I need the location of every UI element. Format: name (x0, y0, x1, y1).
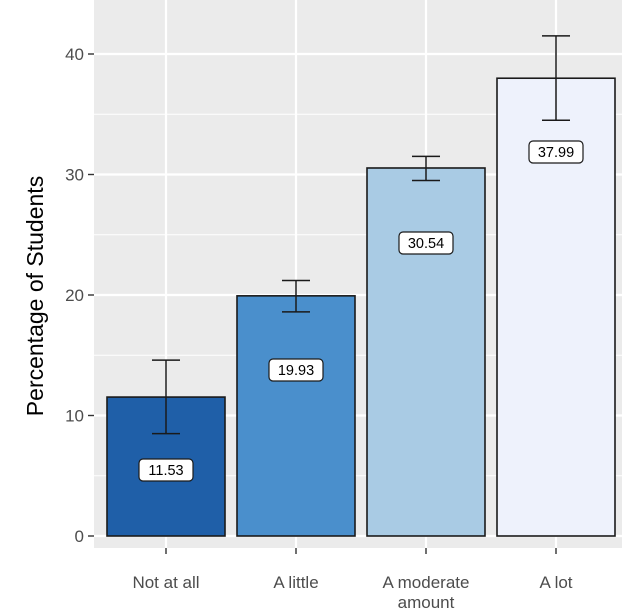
data-label-text-1: 19.93 (278, 363, 314, 379)
bar-1 (236, 295, 356, 537)
data-label-1: 19.93 (268, 358, 324, 382)
error-bar-3 (542, 35, 570, 122)
error-bar-1 (282, 279, 310, 313)
x-axis: Not at all A little A moderate amount A lot (132, 548, 573, 612)
y-tick-label-1: 10 (65, 407, 84, 426)
y-axis: 0 10 20 30 40 (65, 45, 94, 546)
x-tick-label-1: A little (273, 573, 318, 592)
y-tick-label-0: 0 (75, 527, 84, 546)
error-bar-0 (152, 359, 180, 435)
data-label-text-0: 11.53 (148, 463, 183, 479)
data-label-2: 30.54 (398, 231, 454, 255)
y-tick-label-2: 20 (65, 286, 84, 305)
data-label-text-2: 30.54 (408, 236, 444, 252)
data-label-text-3: 37.99 (538, 145, 574, 161)
bar-2 (366, 167, 486, 537)
data-label-3: 37.99 (528, 140, 584, 164)
x-tick-label-2: A moderate amount (383, 573, 470, 612)
error-bar-2 (412, 155, 440, 182)
x-tick-label-0: Not at all (132, 573, 199, 592)
y-tick-label-3: 30 (65, 166, 84, 185)
data-label-0: 11.53 (138, 458, 194, 482)
error-bars (152, 35, 570, 435)
data-labels: 11.53 19.93 30.54 37.99 (138, 140, 584, 482)
x-tick-label-3: A lot (539, 573, 572, 592)
y-tick-label-4: 40 (65, 45, 84, 64)
y-axis-title: Percentage of Students (22, 176, 48, 416)
